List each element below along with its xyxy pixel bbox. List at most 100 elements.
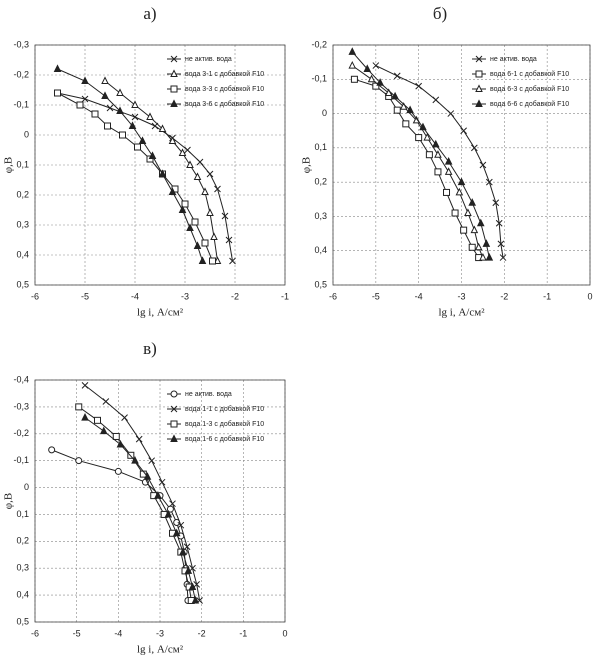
data-point xyxy=(476,218,485,227)
data-point xyxy=(101,91,109,99)
data-point xyxy=(119,131,126,139)
y-tick-label: 0,2 xyxy=(16,189,29,199)
data-point xyxy=(179,547,187,556)
data-point xyxy=(225,236,233,244)
data-point xyxy=(198,256,207,264)
data-point xyxy=(196,158,204,166)
y-tick-label: 0,5 xyxy=(16,279,29,289)
data-point xyxy=(468,198,477,206)
data-point xyxy=(181,200,189,208)
data-point xyxy=(350,75,358,83)
data-point xyxy=(214,185,221,193)
data-point xyxy=(447,110,455,117)
y-tick-label: 0 xyxy=(24,129,29,139)
data-point xyxy=(348,47,357,55)
data-point xyxy=(158,169,167,177)
plot-frame xyxy=(34,44,286,286)
data-point xyxy=(188,582,197,591)
data-point xyxy=(376,78,384,86)
data-point xyxy=(81,95,89,103)
x-tick-label: -4 xyxy=(131,291,139,301)
data-point xyxy=(143,472,152,480)
y-tick-label: 0,3 xyxy=(16,563,29,573)
legend-marker xyxy=(475,55,483,63)
y-tick-label: -0,1 xyxy=(311,74,327,84)
y-tick-label: 0,1 xyxy=(16,159,29,169)
x-tick-label: -3 xyxy=(181,291,189,301)
data-point xyxy=(485,252,494,261)
data-point xyxy=(460,226,468,234)
x-tick-label: 0 xyxy=(282,628,287,638)
data-point xyxy=(191,218,199,226)
data-point xyxy=(425,151,433,159)
data-point xyxy=(201,187,209,195)
y-tick-label: -0,2 xyxy=(311,39,327,49)
data-point xyxy=(101,76,109,84)
x-tick-label: -6 xyxy=(31,628,39,638)
data-point xyxy=(432,96,440,104)
data-point xyxy=(189,564,196,572)
data-point xyxy=(497,240,505,248)
data-point xyxy=(116,106,124,114)
y-tick-label: 0,4 xyxy=(16,249,29,259)
data-point xyxy=(168,187,177,195)
legend-label: вода 3-1 с добавкой F10 xyxy=(185,70,264,78)
data-point xyxy=(134,143,141,151)
data-point xyxy=(191,595,200,604)
legend-label: вода 3-3 с добавкой F10 xyxy=(185,85,264,93)
data-point xyxy=(423,132,432,141)
data-point xyxy=(168,136,177,144)
x-axis-label: lg i, А/см² xyxy=(137,644,184,656)
legend-marker xyxy=(170,69,178,77)
x-tick-label: -4 xyxy=(415,291,423,301)
data-point xyxy=(391,91,399,100)
x-tick-label: -1 xyxy=(281,291,289,301)
plot-frame xyxy=(34,379,286,623)
legend-marker xyxy=(170,85,178,93)
data-point xyxy=(434,150,442,158)
y-tick-label: -0,3 xyxy=(13,39,29,49)
data-point xyxy=(470,225,479,234)
data-point xyxy=(172,528,181,537)
data-point xyxy=(138,136,147,144)
data-point xyxy=(158,478,166,486)
data-point xyxy=(114,467,122,475)
x-tick-label: -3 xyxy=(156,628,164,638)
data-point xyxy=(102,398,110,405)
data-point xyxy=(99,426,108,435)
data-point xyxy=(164,509,173,518)
data-point xyxy=(178,205,187,213)
data-point xyxy=(451,209,459,217)
x-tick-label: -2 xyxy=(500,291,508,301)
data-point xyxy=(348,60,357,69)
y-tick-label: 0 xyxy=(24,482,29,492)
data-point xyxy=(121,414,128,421)
data-point xyxy=(148,151,157,159)
y-tick-label: -0,2 xyxy=(13,69,29,79)
data-point xyxy=(184,566,193,574)
data-point xyxy=(116,88,124,96)
series-line xyxy=(84,417,196,601)
data-point xyxy=(499,254,507,261)
data-point xyxy=(367,74,376,83)
data-point xyxy=(444,156,453,165)
data-point xyxy=(158,124,167,132)
data-point xyxy=(415,134,423,142)
y-axis-label: φ,В xyxy=(301,157,313,173)
data-point xyxy=(193,241,202,249)
data-point xyxy=(135,435,143,443)
data-point xyxy=(201,239,209,247)
y-tick-label: 0 xyxy=(322,108,327,118)
data-point xyxy=(131,456,139,464)
data-point xyxy=(116,439,125,448)
legend-marker xyxy=(170,405,178,413)
y-tick-label: -0,2 xyxy=(13,428,29,438)
y-tick-label: 0,4 xyxy=(16,589,29,599)
legend-marker xyxy=(170,55,178,63)
data-point xyxy=(393,106,401,114)
data-point xyxy=(54,89,61,97)
x-tick-label: -1 xyxy=(543,291,551,301)
data-point xyxy=(131,113,139,121)
y-tick-label: 0,3 xyxy=(16,219,29,229)
